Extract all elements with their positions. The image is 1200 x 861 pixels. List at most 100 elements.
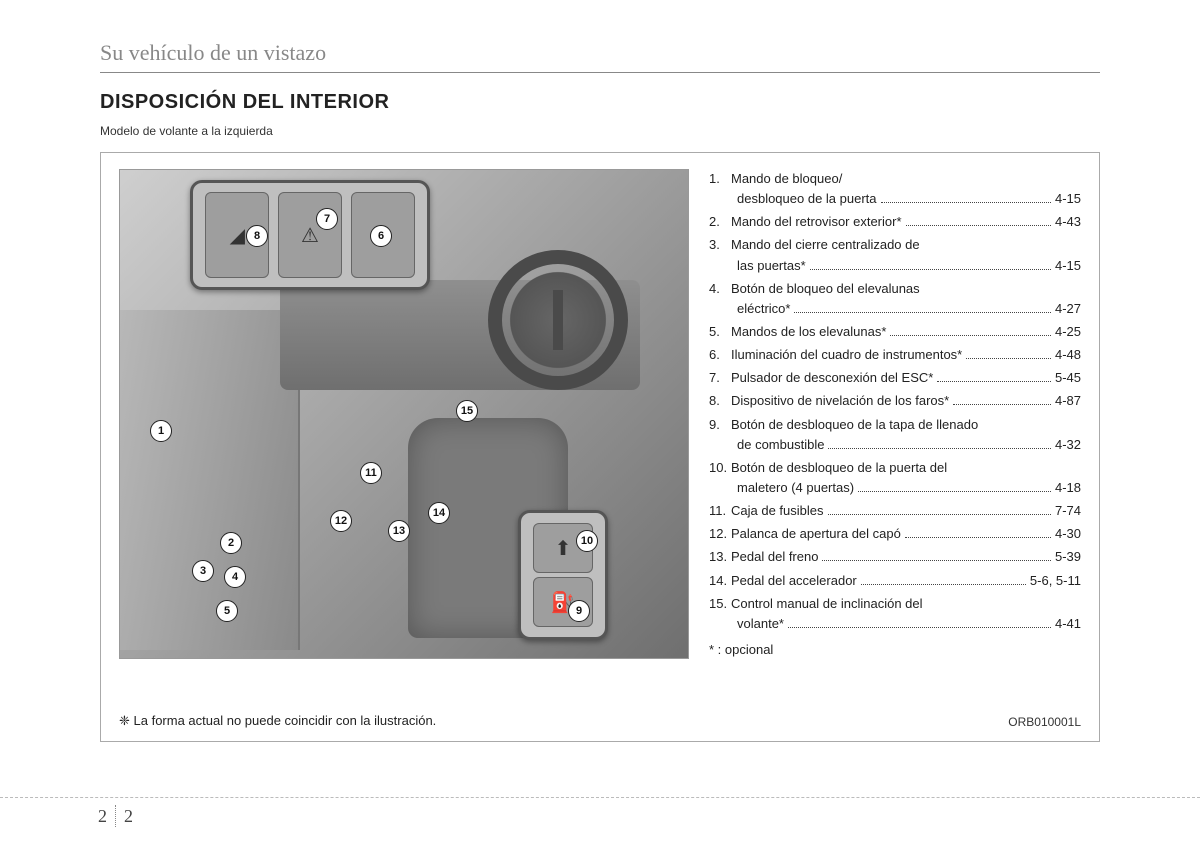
legend-text: Iluminación del cuadro de instrumentos* 4… (731, 345, 1081, 365)
legend-item: 6.Iluminación del cuadro de instrumentos… (709, 345, 1081, 365)
legend-label: Pedal del accelerador (731, 571, 857, 591)
steering-wheel-shape (488, 250, 628, 390)
legend-label: Pedal del freno (731, 547, 818, 567)
section-title: DISPOSICIÓN DEL INTERIOR (100, 91, 1100, 114)
legend-pageref: 4-15 (1055, 256, 1081, 276)
legend-text: Control manual de inclinación delvolante… (731, 594, 1081, 634)
legend-dots (822, 551, 1051, 561)
legend-text: Botón de desbloqueo de la tapa de llenad… (731, 415, 1081, 455)
legend-dots (890, 326, 1051, 336)
legend-label: Iluminación del cuadro de instrumentos* (731, 345, 962, 365)
callout-11: 11 (360, 462, 382, 484)
chapter-title: Su vehículo de un vistazo (100, 40, 1100, 70)
legend-pageref: 4-41 (1055, 614, 1081, 634)
legend-dots (906, 216, 1051, 226)
legend-label: Control manual de inclinación del (731, 594, 1081, 614)
legend-label: Botón de desbloqueo de la tapa de llenad… (731, 415, 1081, 435)
callout-6: 6 (370, 225, 392, 247)
model-note: Modelo de volante a la izquierda (100, 124, 1100, 138)
legend-text: Dispositivo de nivelación de los faros* 4… (731, 391, 1081, 411)
page-footer: 2 2 (0, 803, 1200, 843)
legend-pageref: 5-39 (1055, 547, 1081, 567)
callout-2: 2 (220, 532, 242, 554)
legend-dots (953, 395, 1051, 405)
legend-pageref: 4-18 (1055, 478, 1081, 498)
page-number: 2 2 (98, 805, 133, 827)
legend-text: Mandos de los elevalunas* 4-25 (731, 322, 1081, 342)
legend-label: Mando del retrovisor exterior* (731, 212, 902, 232)
legend-item: 13.Pedal del freno 5-39 (709, 547, 1081, 567)
illustration-disclaimer: ❈ La forma actual no puede coincidir con… (119, 713, 436, 729)
interior-illustration: ◢ ⚠ ☼ ⬆ ⛽ 123456789101112131415 (119, 169, 689, 659)
inset-switch-panel: ◢ ⚠ ☼ (190, 180, 430, 290)
legend-item: 2.Mando del retrovisor exterior*4-43 (709, 212, 1081, 232)
legend-pageref: 4-48 (1055, 345, 1081, 365)
legend-number: 9. (709, 415, 731, 435)
legend-number: 4. (709, 279, 731, 299)
content-box: ◢ ⚠ ☼ ⬆ ⛽ 123456789101112131415 1.Mando … (100, 152, 1100, 742)
page-number-value: 2 (124, 806, 133, 827)
legend-text: Pedal del freno 5-39 (731, 547, 1081, 567)
legend-pageref: 4-87 (1055, 391, 1081, 411)
legend-number: 12. (709, 524, 731, 544)
callout-5: 5 (216, 600, 238, 622)
legend-dots (828, 505, 1051, 515)
legend-pageref: 4-32 (1055, 435, 1081, 455)
page-number-separator (115, 805, 116, 827)
legend-number: 5. (709, 322, 731, 342)
legend-dots (858, 482, 1051, 492)
legend-pageref: 7-74 (1055, 501, 1081, 521)
legend-label-cont: volante* (737, 614, 784, 634)
legend-item: 8.Dispositivo de nivelación de los faros… (709, 391, 1081, 411)
legend-label: Pulsador de desconexión del ESC* (731, 368, 933, 388)
legend-text: Mando del cierre centralizado delas puer… (731, 235, 1081, 275)
image-code: ORB010001L (1008, 715, 1081, 729)
callout-10: 10 (576, 530, 598, 552)
legend-text: Mando de bloqueo/desbloqueo de la puerta… (731, 169, 1081, 209)
callout-15: 15 (456, 400, 478, 422)
legend-label: Dispositivo de nivelación de los faros* (731, 391, 949, 411)
section-number: 2 (98, 806, 107, 827)
legend-number: 13. (709, 547, 731, 567)
legend-number: 6. (709, 345, 731, 365)
callout-14: 14 (428, 502, 450, 524)
legend-pageref: 4-15 (1055, 189, 1081, 209)
legend-item: 7.Pulsador de desconexión del ESC*5-45 (709, 368, 1081, 388)
legend-text: Botón de desbloqueo de la puerta delmale… (731, 458, 1081, 498)
inset-release-panel: ⬆ ⛽ (518, 510, 608, 640)
legend-item: 1.Mando de bloqueo/desbloqueo de la puer… (709, 169, 1081, 209)
legend-dots (905, 528, 1051, 538)
callout-7: 7 (316, 208, 338, 230)
legend-number: 11. (709, 501, 731, 521)
door-panel-shape (120, 310, 300, 650)
legend-number: 10. (709, 458, 731, 478)
legend-label: Mandos de los elevalunas* (731, 322, 886, 342)
legend-text: Botón de bloqueo del elevalunaseléctrico… (731, 279, 1081, 319)
legend-dots (861, 574, 1026, 584)
legend-dots (788, 617, 1051, 627)
legend-dots (794, 302, 1051, 312)
legend-item: 10.Botón de desbloqueo de la puerta delm… (709, 458, 1081, 498)
legend-pageref: 4-25 (1055, 322, 1081, 342)
legend-list: 1.Mando de bloqueo/desbloqueo de la puer… (709, 169, 1081, 729)
legend-item: 3.Mando del cierre centralizado delas pu… (709, 235, 1081, 275)
legend-item: 5.Mandos de los elevalunas* 4-25 (709, 322, 1081, 342)
legend-label: Mando de bloqueo/ (731, 169, 1081, 189)
legend-dots (828, 438, 1051, 448)
legend-label-cont: las puertas* (737, 256, 806, 276)
legend-item: 11.Caja de fusibles 7-74 (709, 501, 1081, 521)
legend-text: Pulsador de desconexión del ESC*5-45 (731, 368, 1081, 388)
callout-1: 1 (150, 420, 172, 442)
legend-label: Palanca de apertura del capó (731, 524, 901, 544)
legend-label: Caja de fusibles (731, 501, 824, 521)
legend-label: Botón de desbloqueo de la puerta del (731, 458, 1081, 478)
legend-text: Mando del retrovisor exterior*4-43 (731, 212, 1081, 232)
esc-off-icon: ⚠ (278, 192, 342, 278)
callout-4: 4 (224, 566, 246, 588)
legend-text: Caja de fusibles 7-74 (731, 501, 1081, 521)
callout-3: 3 (192, 560, 214, 582)
callout-13: 13 (388, 520, 410, 542)
legend-item: 14.Pedal del accelerador5-6, 5-11 (709, 571, 1081, 591)
legend-label: Botón de bloqueo del elevalunas (731, 279, 1081, 299)
legend-number: 2. (709, 212, 731, 232)
